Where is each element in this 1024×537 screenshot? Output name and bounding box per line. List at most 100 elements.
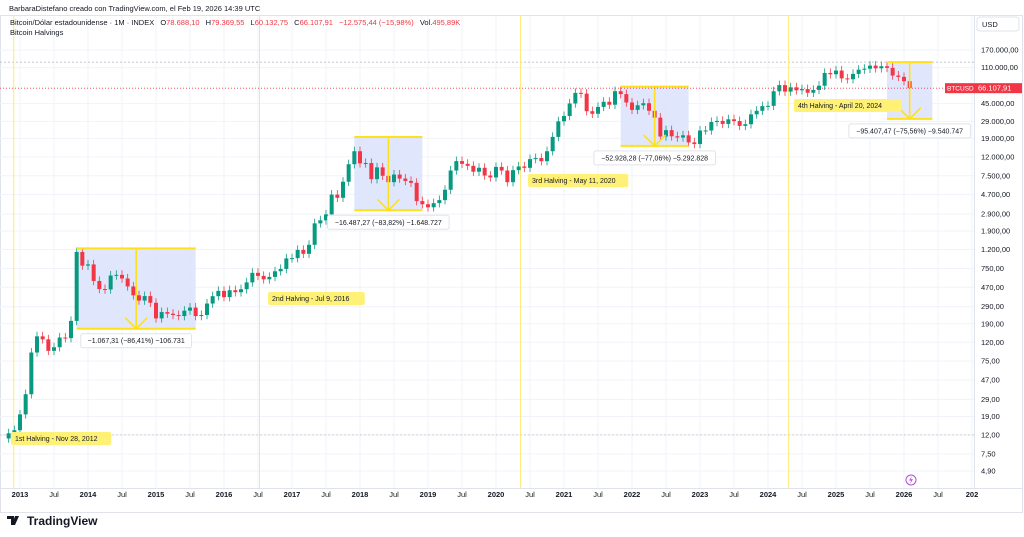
- halving-label-bg: [268, 292, 365, 305]
- candle: [437, 195, 442, 208]
- time-axis[interactable]: 2013 Jul 2014 Jul 2015 Jul 2016 Jul 2017 Jul 2018 J…: [12, 490, 979, 499]
- candle-body: [607, 101, 612, 105]
- halving-label: 3rd Halving - May 11, 2020: [532, 178, 616, 185]
- candle-body: [290, 258, 294, 260]
- symbol-legend: Bitcoin/Dólar estadounidense · 1M · INDE…: [10, 18, 460, 37]
- candle: [91, 259, 96, 286]
- candle: [579, 88, 583, 98]
- candle-body: [12, 430, 17, 434]
- candle-body: [414, 182, 419, 202]
- candle-body: [471, 165, 476, 172]
- candle: [74, 247, 79, 326]
- candle-body: [165, 312, 170, 314]
- candle: [698, 125, 702, 149]
- candle: [839, 65, 844, 83]
- candle: [788, 82, 793, 96]
- candle: [103, 284, 107, 294]
- candle-body: [488, 175, 493, 178]
- price-tick: 19.000,00: [981, 134, 1014, 143]
- time-tick: Jul: [389, 490, 399, 499]
- candle: [46, 334, 51, 356]
- candle: [760, 101, 765, 116]
- candle: [573, 88, 578, 108]
- candle: [465, 159, 470, 171]
- candle-body: [664, 130, 668, 137]
- candle-body: [57, 337, 62, 348]
- candle-body: [74, 251, 79, 321]
- candle-body: [267, 276, 272, 280]
- time-tick: 2018: [352, 490, 369, 499]
- candle-body: [199, 315, 204, 317]
- candle: [505, 165, 510, 187]
- legend-low: 60.132,75: [255, 18, 288, 27]
- candle: [335, 190, 340, 203]
- legend-symbol: Bitcoin/Dólar estadounidense · 1M · INDE…: [10, 18, 154, 27]
- tradingview-logo[interactable]: TradingView: [7, 514, 98, 528]
- candle: [131, 281, 136, 300]
- candle: [142, 291, 147, 305]
- candle-body: [91, 264, 96, 281]
- candle-body: [244, 282, 249, 290]
- indicator-name[interactable]: Bitcoin Halvings: [10, 28, 64, 37]
- candle: [256, 268, 260, 281]
- candle: [290, 253, 294, 263]
- candle-body: [828, 72, 833, 75]
- candle: [329, 190, 334, 219]
- measure-label-bg: [593, 150, 716, 166]
- candle: [125, 273, 130, 291]
- candle: [352, 146, 357, 169]
- candle: [380, 162, 385, 181]
- candle-body: [397, 174, 402, 179]
- candle-body: [159, 312, 164, 319]
- last-price-tag: [976, 83, 1022, 94]
- candle-body: [29, 352, 34, 395]
- time-tick: Jul: [321, 490, 331, 499]
- candle: [159, 307, 164, 323]
- candle-body: [618, 91, 623, 95]
- candle: [6, 428, 11, 443]
- candle-body: [505, 170, 510, 183]
- price-axis[interactable]: USD 170.000,00 110.000,00 45.000,00 29.000,…: [945, 16, 1022, 488]
- candle-body: [256, 272, 260, 276]
- candle: [154, 298, 158, 323]
- candle-body: [805, 89, 810, 93]
- currency-button[interactable]: [976, 16, 1020, 32]
- candle: [318, 215, 323, 228]
- candle: [227, 285, 232, 302]
- lightning-icon[interactable]: [905, 474, 917, 486]
- candle: [482, 163, 487, 180]
- measure-arrow-icon: [124, 248, 148, 330]
- candle-body: [647, 103, 651, 111]
- currency-label: USD: [982, 20, 998, 29]
- candle-body: [902, 76, 906, 82]
- time-tick: Jul: [797, 490, 807, 499]
- svg-text:Bitcoin/Dólar estadounidense ·: Bitcoin/Dólar estadounidense · 1M · INDE…: [10, 18, 460, 27]
- candle-body: [176, 315, 181, 317]
- time-tick: 2014: [80, 490, 98, 499]
- candle-body: [477, 167, 481, 172]
- legend-vol-label: Vol.: [420, 18, 433, 27]
- candle-body: [522, 166, 527, 168]
- time-tick: Jul: [117, 490, 127, 499]
- candle-body: [873, 65, 878, 69]
- candle-body: [550, 136, 555, 152]
- candle-body: [494, 166, 498, 178]
- candle: [828, 68, 833, 79]
- price-tick: 75,00: [981, 357, 1000, 366]
- candle-body: [624, 94, 629, 103]
- halving-label-bg: [528, 174, 629, 187]
- time-tick: 2016: [216, 490, 233, 499]
- candle: [868, 61, 872, 73]
- candle-body: [726, 119, 731, 124]
- time-tick: Jul: [865, 490, 875, 499]
- candle: [244, 277, 249, 294]
- candle: [590, 106, 595, 119]
- candle: [63, 332, 68, 343]
- candle: [777, 80, 782, 96]
- candle-body: [698, 130, 702, 145]
- candle-body: [754, 110, 759, 115]
- candle: [896, 71, 901, 82]
- candle: [182, 306, 187, 321]
- candle: [664, 125, 668, 141]
